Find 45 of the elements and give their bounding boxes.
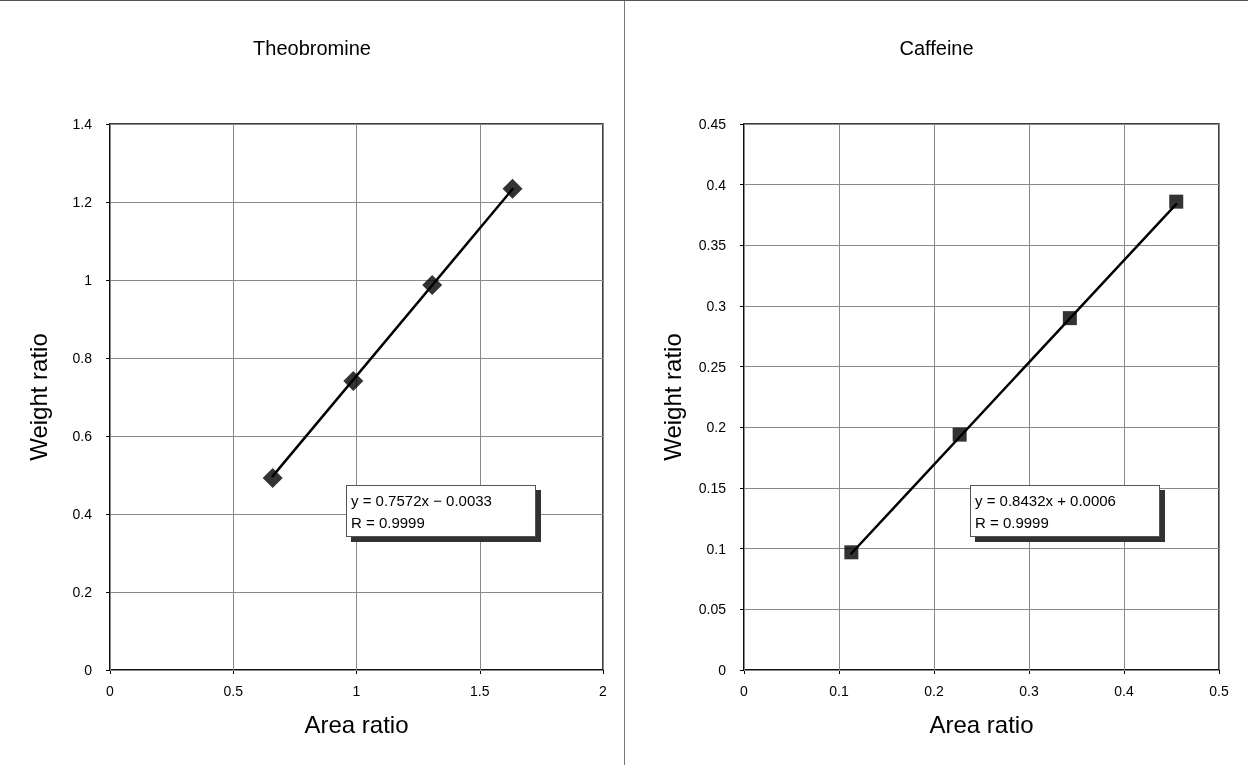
point (422, 275, 443, 296)
annotation: y = 0.8432x + 0.0006 R = 0.9999 (975, 491, 1116, 531)
point (1169, 194, 1184, 209)
y-tick-label: 0.4 (72, 506, 93, 522)
y-tick-label: 0 (718, 662, 727, 678)
x-tick-label: 1 (352, 683, 361, 699)
y-tick-label: 0.4 (706, 176, 727, 193)
y-tick-label: 0.05 (698, 601, 727, 618)
y-tick-label: 0.1 (706, 540, 727, 557)
x-tick-label: 2 (599, 683, 608, 699)
y-tick-label: 0.2 (72, 584, 93, 600)
x-tick-label: 1.5 (470, 683, 490, 699)
y-tick-label: 0.25 (698, 358, 727, 375)
x-tick-label: 0.1 (829, 683, 849, 699)
y-tick-label: 0.45 (698, 116, 727, 132)
y-axis-title: Weight ratio (24, 333, 52, 461)
y-tick-label: 0 (84, 662, 93, 678)
point (844, 545, 859, 560)
chart-title: Caffeine (899, 37, 974, 59)
x-tick-label: 0.4 (1114, 683, 1134, 699)
point (502, 178, 523, 199)
chart-title: Theobromine (253, 37, 371, 59)
y-tick-label: 1 (84, 272, 93, 288)
y-tick-label: 0.2 (706, 419, 727, 436)
point (952, 427, 967, 442)
y-tick-label: 0.15 (698, 480, 727, 496)
y-tick-label: 0.3 (706, 298, 727, 314)
x-tick-label: 0.5 (1209, 683, 1229, 699)
x-axis-title: Area ratio (304, 710, 409, 738)
x-tick-label: 0 (740, 683, 749, 699)
point (1062, 311, 1077, 326)
x-tick-label: 0.3 (1019, 683, 1039, 699)
y-tick-label: 1.2 (72, 194, 93, 210)
x-tick-label: 0.2 (924, 683, 944, 699)
y-tick-label: 0.35 (698, 237, 727, 254)
x-axis-title: Area ratio (929, 710, 1034, 738)
point (262, 468, 283, 489)
y-tick-label: 0.6 (72, 428, 93, 444)
y-tick-label: 1.4 (72, 116, 93, 132)
x-tick-label: 0.5 (223, 683, 244, 699)
x-tick-label: 0 (106, 683, 115, 699)
y-axis-title: Weight ratio (658, 333, 686, 461)
point (343, 371, 364, 392)
y-tick-label: 0.8 (72, 350, 93, 366)
annotation: y = 0.7572x − 0.0033 R = 0.9999 (351, 491, 492, 531)
